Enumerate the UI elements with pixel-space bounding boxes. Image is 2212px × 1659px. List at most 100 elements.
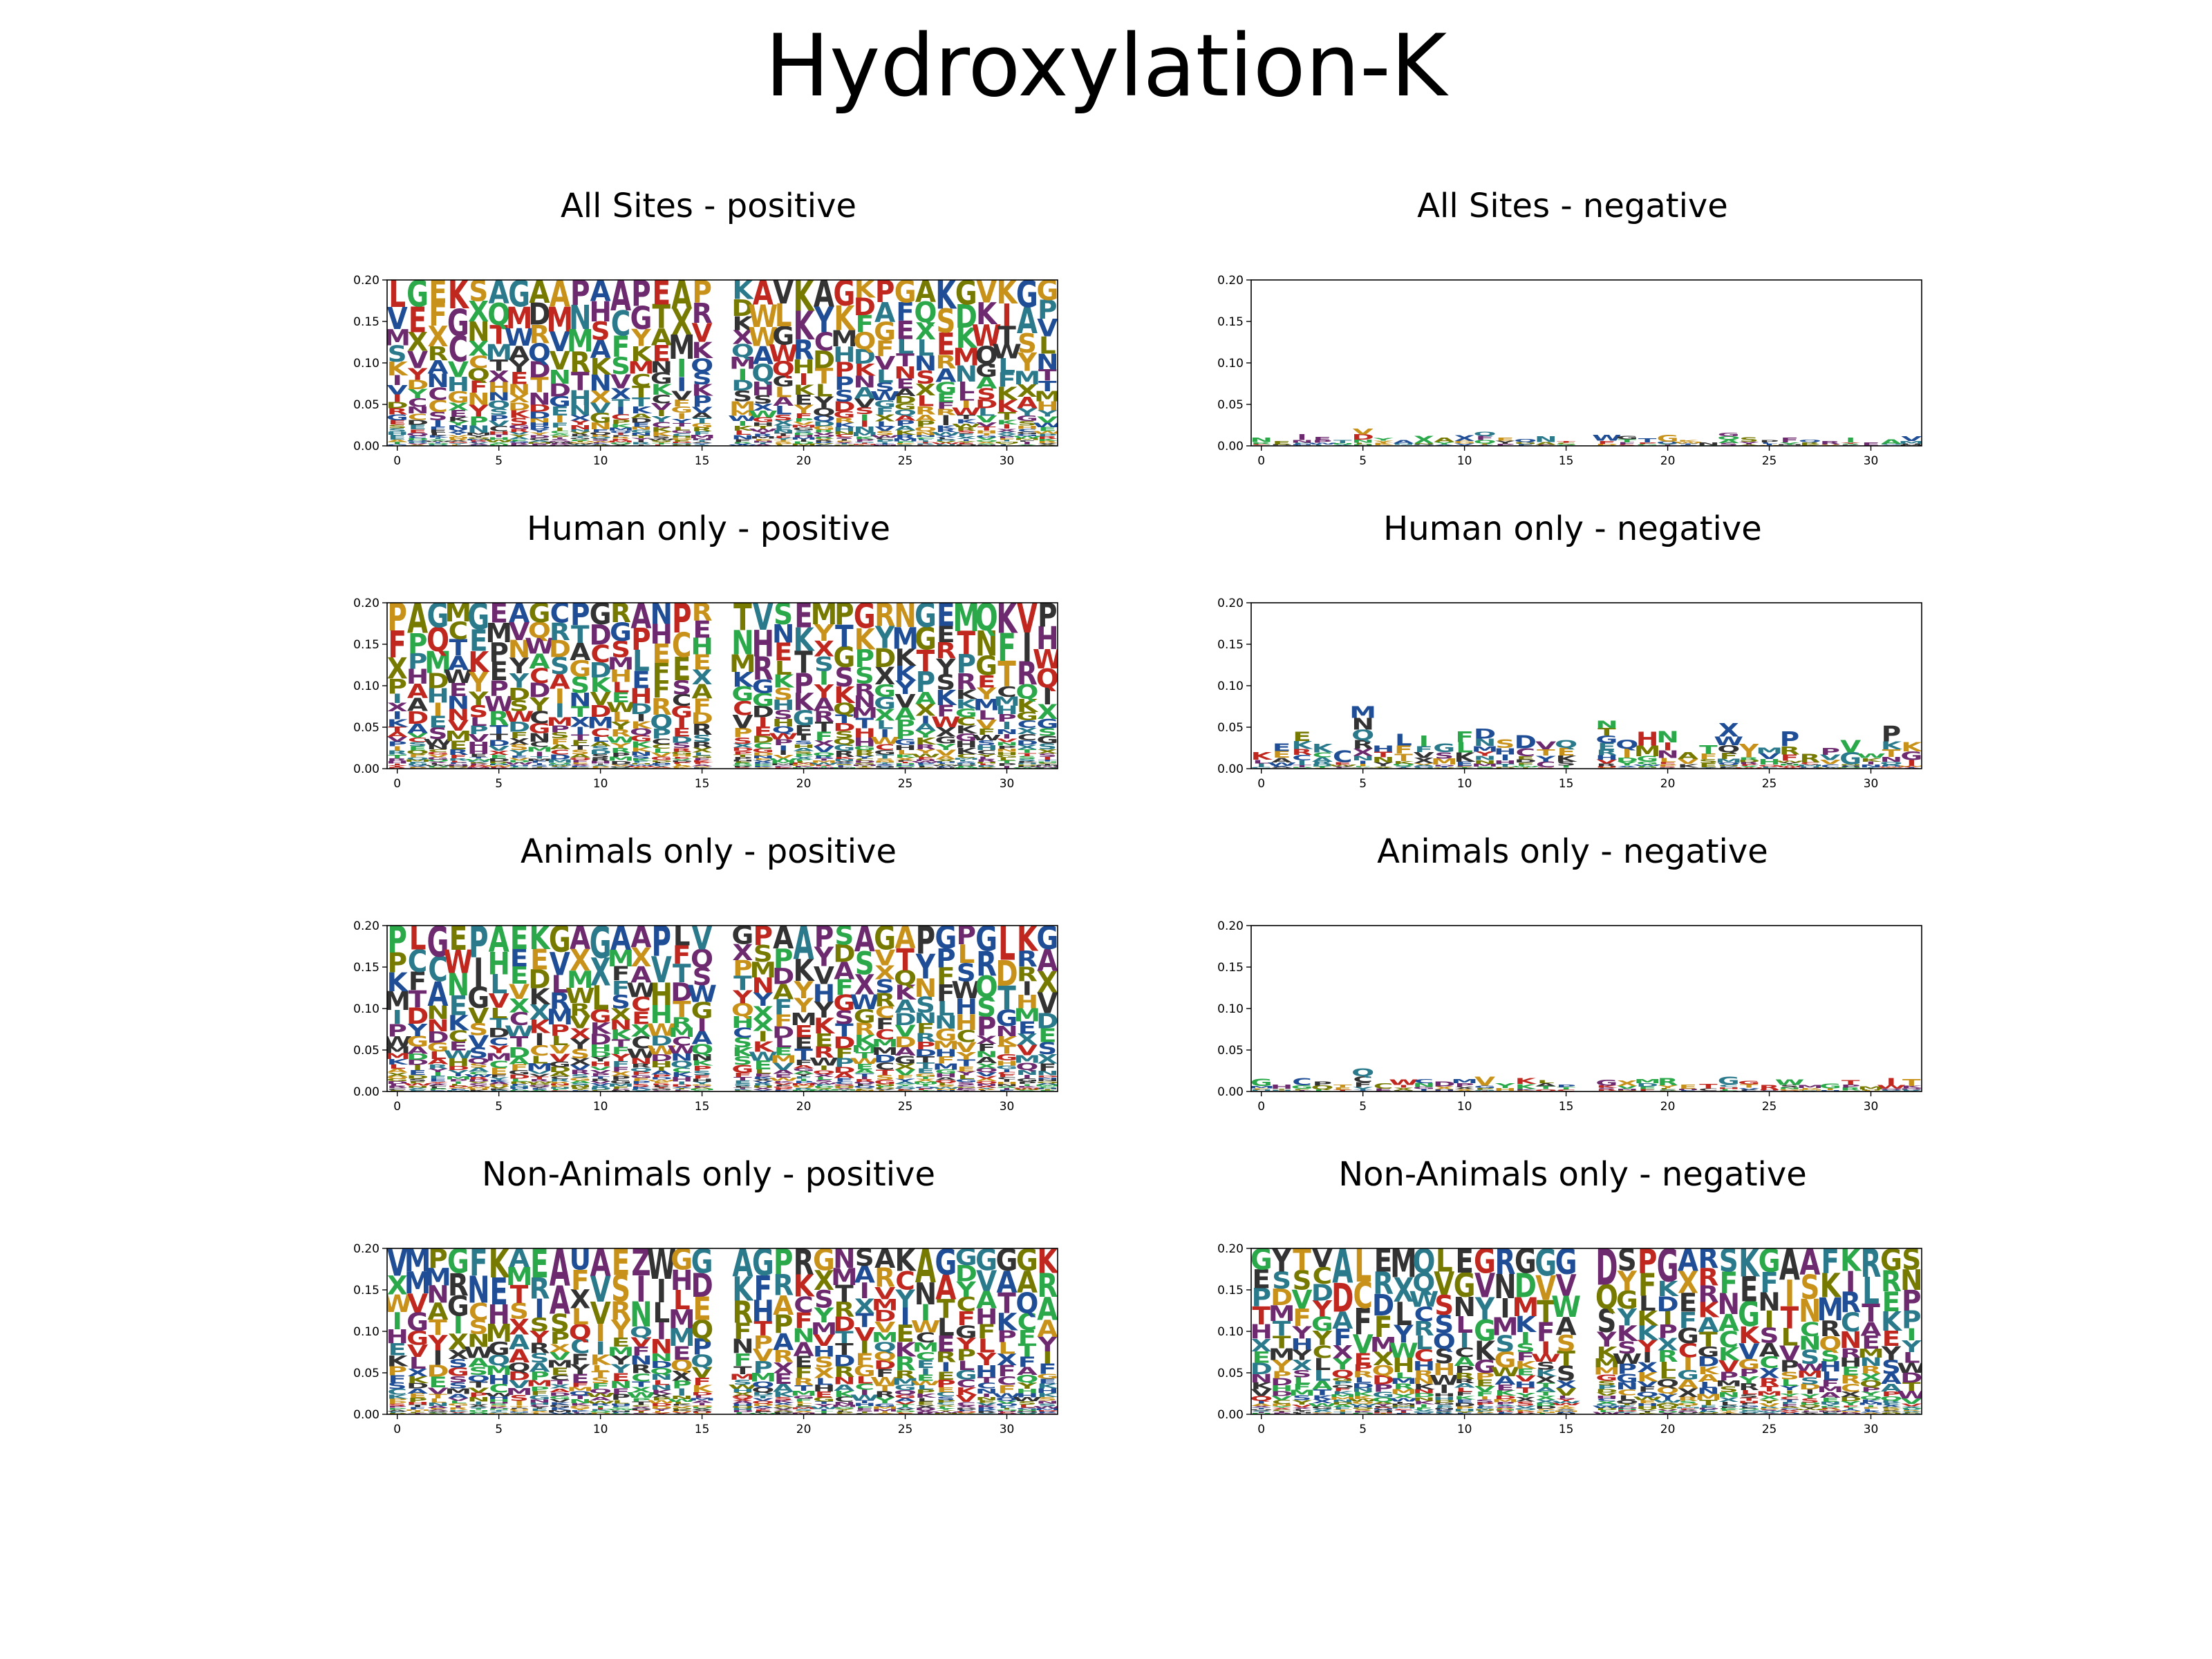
- logo-letter: M: [1248, 1085, 1275, 1089]
- logo-letter: K: [1881, 1306, 1903, 1338]
- logo-letter: E: [1038, 427, 1057, 433]
- logo-letter: G: [610, 1079, 632, 1085]
- logo-letter: Q: [1839, 1413, 1862, 1415]
- logo-letter: T: [1455, 767, 1474, 769]
- logo-letter: A: [692, 1409, 713, 1412]
- logo-letter: G: [772, 1086, 794, 1089]
- logo-letter: T: [1537, 1410, 1555, 1412]
- logo-letter: S: [733, 1083, 752, 1087]
- logo-columns: GTAEFHSSEGRDIVIKSMVLXVDQDCQEEDCNCYDYVXEG…: [386, 280, 1058, 447]
- logo-letter: D: [467, 1078, 489, 1082]
- logo-letter: M: [872, 1331, 899, 1346]
- logo-letter: G: [386, 413, 409, 422]
- logo-letter: F: [997, 626, 1016, 671]
- logo-letter: A: [1678, 750, 1699, 761]
- logo-letter: E: [409, 1069, 427, 1076]
- logo-letter: S: [733, 767, 752, 769]
- logo-letter: X: [935, 1404, 956, 1407]
- logo-letter: D: [1036, 1410, 1058, 1412]
- logo-letter: C: [1718, 1084, 1738, 1087]
- logo-letter: K: [793, 621, 815, 659]
- logo-letter: H: [1433, 1360, 1456, 1379]
- logo-letter: X: [448, 1330, 469, 1355]
- logo-letter: G: [975, 651, 997, 682]
- logo-letter: L: [998, 757, 1015, 762]
- logo-letter: D: [447, 1085, 469, 1088]
- logo-letter: G: [1433, 1402, 1455, 1405]
- logo-letter: T: [1018, 1340, 1037, 1360]
- logo-letter: I: [819, 1409, 829, 1412]
- logo-letter: E: [469, 624, 488, 658]
- logo-letter: L: [429, 763, 447, 766]
- logo-letter: I: [392, 392, 402, 404]
- logo-letter: Q: [609, 430, 632, 433]
- logo-letter: V: [550, 1043, 570, 1056]
- logo-letter: T: [1435, 766, 1454, 768]
- logo-letter: R: [1799, 752, 1820, 766]
- logo-letter: H: [1291, 1412, 1313, 1414]
- logo-letter: X: [509, 995, 529, 1018]
- y-tick-label: 0.05: [1217, 398, 1244, 412]
- logo-letter: Q: [1311, 1412, 1333, 1414]
- logo-letter: S: [875, 430, 894, 437]
- logo-letter: F: [794, 412, 813, 420]
- logo-letter: D: [955, 1262, 977, 1287]
- logo-letter: L: [836, 765, 853, 767]
- logo-letter: N: [467, 424, 490, 435]
- x-tick-label: 10: [1457, 1100, 1472, 1114]
- logo-letter: D: [1616, 757, 1638, 763]
- logo-letter: Y: [1535, 754, 1557, 764]
- logo-letter: W: [484, 1391, 514, 1398]
- logo-letter: M: [1370, 1333, 1397, 1357]
- logo-letter: M: [851, 764, 878, 766]
- logo-letter: F: [409, 1080, 427, 1084]
- logo-letter: P: [733, 756, 753, 760]
- logo-letter: P: [733, 957, 753, 982]
- logo-letter: W: [951, 422, 981, 428]
- logo-letter: L: [917, 336, 935, 362]
- logo-letter: C: [449, 617, 469, 645]
- logo-letter: A: [529, 440, 550, 442]
- logo-letter: Y: [650, 765, 672, 767]
- logo-letter: Y: [753, 989, 774, 1011]
- logo-letter: E: [1273, 749, 1291, 760]
- logo-letter: W: [626, 1047, 656, 1061]
- logo-letter: E: [409, 299, 427, 341]
- logo-letter: R: [448, 1267, 469, 1303]
- logo-letter: C: [1272, 1399, 1292, 1405]
- logo-letter: A: [1017, 1265, 1038, 1300]
- logo-letter: C: [814, 444, 834, 446]
- logo-letter: I: [413, 1410, 422, 1412]
- logo-letter: Y: [1037, 409, 1058, 418]
- logo-letter: H: [975, 430, 998, 434]
- logo-letter: P: [672, 595, 692, 642]
- logo-letter: K: [773, 1405, 795, 1407]
- logo-letter: V: [509, 431, 530, 435]
- logo-letter: P: [387, 1400, 407, 1405]
- logo-letter: A: [1779, 1241, 1800, 1291]
- logo-letter: H: [386, 1326, 409, 1348]
- logo-letter: A: [915, 1239, 937, 1293]
- logo-letter: L: [653, 444, 670, 447]
- logo-letter: K: [1312, 1394, 1334, 1401]
- logo-letter: V: [550, 327, 570, 358]
- logo-letter: G: [447, 1242, 469, 1281]
- logo-letter: K: [1678, 763, 1700, 769]
- logo-letter: V: [468, 1387, 489, 1395]
- logo-letter: S: [1658, 766, 1678, 768]
- logo-letter: M: [1797, 767, 1824, 769]
- logo-letter: K: [1454, 1395, 1477, 1401]
- logo-letter: F: [733, 1319, 752, 1344]
- logo-letter: X: [1718, 1396, 1739, 1403]
- logo-letter: R: [1820, 1316, 1841, 1341]
- logo-letter: V: [529, 1073, 550, 1077]
- logo-letter: H: [691, 1078, 713, 1082]
- logo-letter: G: [549, 1060, 571, 1069]
- logo-letter: I: [636, 1268, 646, 1310]
- logo-letter: C: [489, 1382, 509, 1396]
- logo-letter: M: [790, 764, 817, 767]
- logo-letter: X: [976, 441, 997, 444]
- logo-letter: Y: [1352, 1090, 1374, 1091]
- logo-letter: X: [1678, 1387, 1698, 1400]
- logo-letter: M: [567, 1386, 594, 1393]
